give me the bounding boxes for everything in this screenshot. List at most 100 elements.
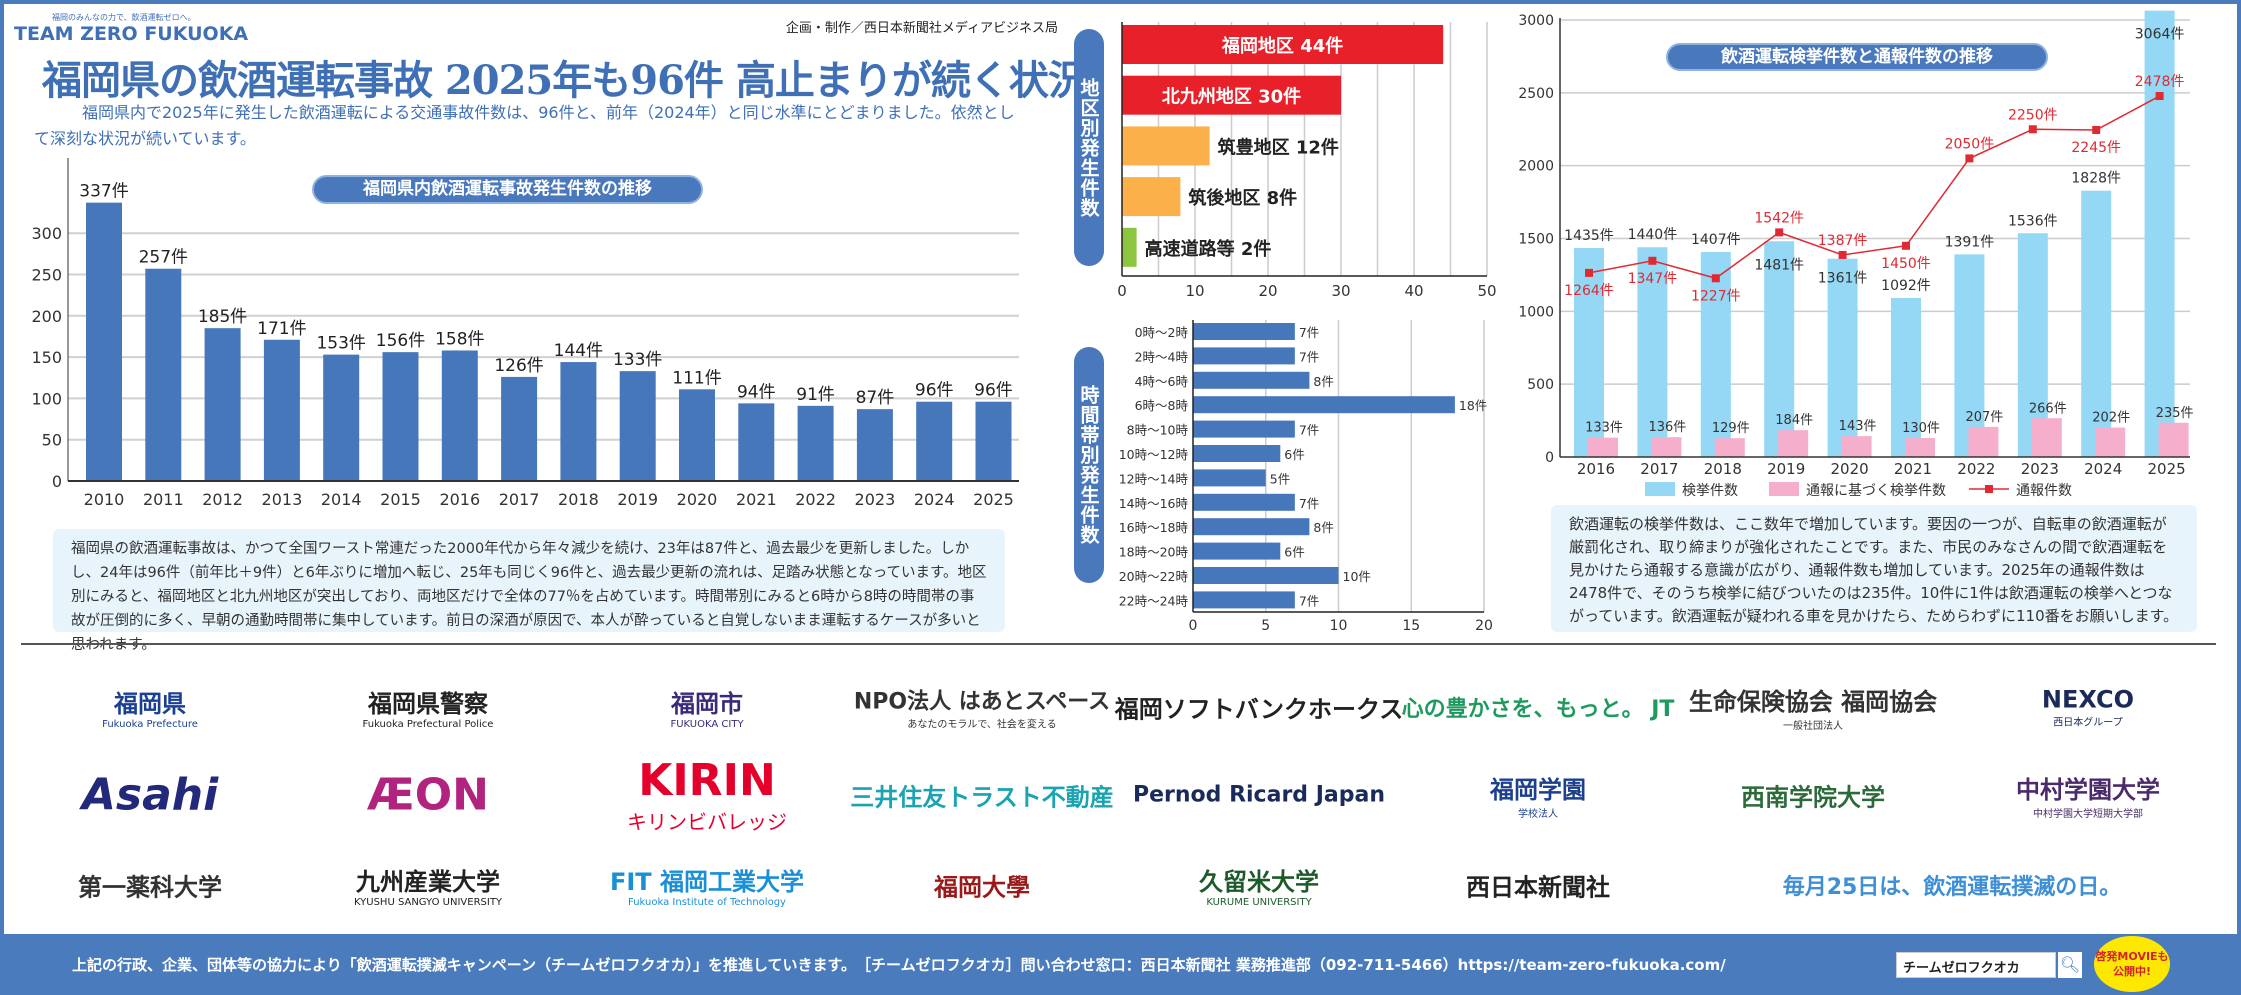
bar xyxy=(619,371,656,481)
data-label-report-arrests: 207件 xyxy=(1965,410,2003,425)
bar-report-arrests xyxy=(1778,430,1809,457)
sponsor-logo: 九州産業大学 KYUSHU SANGYO UNIVERSITY xyxy=(354,862,502,908)
point-reports xyxy=(1965,154,1974,163)
time-chart-title: 時間帯別発生件数 xyxy=(1074,347,1104,583)
credit-text: 企画・制作／西日本新聞社メディアビジネス局 xyxy=(785,21,1058,36)
data-label: 257件 xyxy=(139,248,188,268)
data-label-report-arrests: 266件 xyxy=(2029,401,2067,416)
bar-report-arrests xyxy=(1588,437,1618,457)
data-label-arrests: 1828件 xyxy=(2071,171,2121,187)
data-label-report-arrests: 136件 xyxy=(1648,420,1686,435)
data-label: 171件 xyxy=(257,319,306,339)
sponsor-subtitle: FUKUOKA CITY xyxy=(670,719,744,730)
data-label: 185件 xyxy=(198,307,247,327)
sponsor-subtitle: Fukuoka Institute of Technology xyxy=(628,897,786,908)
data-label: 北九州地区 30件 xyxy=(1162,86,1301,108)
movie-badge[interactable]: 啓発MOVIEも公開中! xyxy=(2094,936,2170,992)
y-tick-label: 300 xyxy=(31,224,62,243)
x-tick-label: 2023 xyxy=(2021,460,2059,478)
legend-label-report-arrests: 通報に基づく検挙件数 xyxy=(1806,482,1946,499)
legend-swatch-report-arrests xyxy=(1769,482,1799,496)
y-tick-label: 150 xyxy=(31,348,62,367)
sponsor-logo: 福岡県 Fukuoka Prefecture xyxy=(102,684,198,730)
sponsor-logo: NPO法人 はあとスペース あなたのモラルで、社会を変える xyxy=(854,684,1110,731)
data-label-arrests: 1391件 xyxy=(1945,234,1995,250)
data-label: 筑後地区 8件 xyxy=(1188,187,1297,209)
bar-arrests xyxy=(2144,10,2175,457)
data-label-arrests: 1440件 xyxy=(1628,227,1678,243)
y-tick-label: 0 xyxy=(1545,450,1554,466)
data-label-reports: 2245件 xyxy=(2071,140,2121,156)
bar-report-arrests xyxy=(1905,438,1935,457)
y-tick-label: 250 xyxy=(31,266,62,285)
y-tick-label: 8時～10時 xyxy=(1127,423,1189,438)
bar xyxy=(441,350,478,481)
data-label-reports: 1264件 xyxy=(1564,283,1614,299)
sponsor-name: 西南学院大学 xyxy=(1741,783,1885,812)
bar xyxy=(916,401,953,481)
charts-canvas: 050100150200250300337件2010257件2011185件20… xyxy=(31,10,2194,634)
bar xyxy=(1193,420,1295,438)
bar-arrests xyxy=(2081,190,2112,458)
search-input[interactable]: チームゼロフクオカ xyxy=(1896,952,2056,978)
bar-arrests xyxy=(1574,247,1604,457)
x-tick-label: 2023 xyxy=(855,490,896,509)
bar-arrests xyxy=(1764,241,1795,457)
x-tick-label: 5 xyxy=(1261,618,1270,634)
page-title: 福岡県の飲酒運転事故 2025年も96件 高止まりが続く状況 xyxy=(42,57,1088,104)
sponsor-subtitle: KURUME UNIVERSITY xyxy=(1206,897,1312,908)
x-tick-label: 15 xyxy=(1402,618,1420,634)
data-label: 18件 xyxy=(1459,398,1487,413)
logo-name: TEAM ZERO FUKUOKA xyxy=(14,23,249,45)
y-tick-label: 20時～22時 xyxy=(1119,569,1189,584)
bar xyxy=(1122,227,1137,267)
search-icon[interactable]: 🔍︎ xyxy=(2058,952,2082,978)
data-label: 高速道路等 2件 xyxy=(1145,238,1272,260)
sponsor-name: 毎月25日は、飲酒運転撲滅の日。 xyxy=(1782,875,2122,900)
sponsor-name: Asahi xyxy=(81,769,219,821)
data-label-report-arrests: 130件 xyxy=(1902,421,1940,436)
data-label-report-arrests: 129件 xyxy=(1712,421,1750,436)
sponsor-subtitle: 西日本グループ xyxy=(2053,717,2123,729)
data-label: 96件 xyxy=(915,381,954,401)
data-label: 5件 xyxy=(1270,471,1290,486)
x-tick-label: 2025 xyxy=(2148,460,2186,478)
y-tick-label: 500 xyxy=(1527,377,1554,393)
sponsor-logo: ÆON xyxy=(367,770,489,821)
bar xyxy=(1193,396,1455,414)
x-tick-label: 50 xyxy=(1477,282,1496,300)
data-label: 91件 xyxy=(796,385,835,405)
bar xyxy=(856,409,893,481)
sponsor-name: 三井住友トラスト不動産 xyxy=(850,783,1114,812)
bar xyxy=(1193,518,1310,536)
sponsor-logo: FIT 福岡工業大学 Fukuoka Institute of Technolog… xyxy=(610,862,804,908)
data-label-arrests: 3064件 xyxy=(2135,27,2185,43)
data-label-arrests: 1481件 xyxy=(1754,257,1804,273)
bar-arrests xyxy=(1700,252,1731,457)
data-label: 126件 xyxy=(494,356,543,376)
sponsor-logo: 第一薬科大学 xyxy=(78,868,222,903)
bar xyxy=(1193,323,1295,340)
sponsor-name: 久留米大学 xyxy=(1199,868,1319,896)
x-tick-label: 2024 xyxy=(2084,460,2122,478)
data-label: 133件 xyxy=(613,350,662,370)
sponsor-name: ÆON xyxy=(367,769,489,821)
bar-arrests xyxy=(1827,258,1858,457)
data-label-arrests: 1536件 xyxy=(2008,213,2058,229)
x-tick-label: 2021 xyxy=(736,490,777,509)
x-tick-label: 2012 xyxy=(202,490,243,509)
x-tick-label: 2016 xyxy=(1577,460,1615,478)
bar xyxy=(323,354,360,481)
data-label: 7件 xyxy=(1299,423,1319,438)
sponsor-name: 心の豊かさを、もっと。 JT xyxy=(1401,697,1675,722)
bar xyxy=(1193,591,1295,609)
x-tick-label: 2011 xyxy=(143,490,184,509)
sponsor-subtitle: キリンビバレッジ xyxy=(627,810,787,834)
sponsor-subtitle: Fukuoka Prefecture xyxy=(102,719,198,730)
y-tick-label: 12時～14時 xyxy=(1119,471,1189,486)
legend-marker-reports xyxy=(1985,485,1993,493)
team-zero-logo[interactable]: 福岡のみんなの力で、飲酒運転ゼロへ。 TEAM ZERO FUKUOKA xyxy=(14,12,248,45)
data-label: 144件 xyxy=(554,341,603,361)
bar xyxy=(501,376,538,481)
sponsor-name: 福岡県 xyxy=(114,690,186,718)
